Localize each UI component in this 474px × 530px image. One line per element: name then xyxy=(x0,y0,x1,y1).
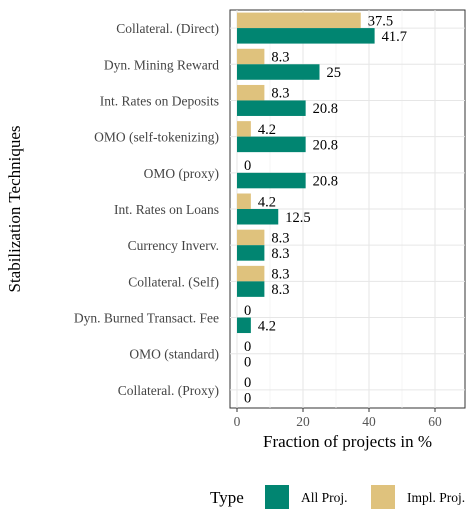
bar-value-label: 0 xyxy=(244,391,251,407)
legend: Type All Proj. Impl. Proj. xyxy=(210,485,465,509)
bar-impl-proj-omo-self-tokenizing xyxy=(237,121,251,137)
bar-value-label: 0 xyxy=(244,354,251,370)
x-tick-label: 20 xyxy=(296,414,310,429)
bar-all-proj-dyn-mining-reward xyxy=(237,64,320,80)
bar-value-label: 8.3 xyxy=(271,230,289,246)
bar-value-label: 4.2 xyxy=(258,194,276,210)
bar-value-label: 20.8 xyxy=(313,101,338,117)
bar-value-label: 20.8 xyxy=(313,174,338,190)
bar-value-label: 37.5 xyxy=(368,13,393,29)
category-label: Currency Inverv. xyxy=(128,238,219,253)
legend-label-impl-proj: Impl. Proj. xyxy=(407,490,465,505)
bar-all-proj-collateral-direct xyxy=(237,28,375,44)
bar-all-proj-int-rates-on-loans xyxy=(237,209,279,225)
bar-all-proj-collateral-self xyxy=(237,281,265,297)
bar-impl-proj-int-rates-on-deposits xyxy=(237,84,265,101)
x-axis-title: Fraction of projects in % xyxy=(263,432,432,451)
category-label: Collateral. (Self) xyxy=(128,274,219,289)
bar-value-labels: 37.541.7 8.3 25 8.3 20.8 4.2 20.8 0 20.8 4.2 12.5 8… xyxy=(244,13,407,406)
x-tick-label: 40 xyxy=(362,414,376,429)
y-axis-title: Stabilization Techniques xyxy=(5,125,24,292)
bar-all-proj-int-rates-on-deposits xyxy=(237,100,306,116)
category-label: Dyn. Burned Transact. Fee xyxy=(74,311,219,326)
x-axis-ticks: 0 20 40 60 xyxy=(234,408,442,429)
legend-swatch-all-proj xyxy=(265,485,289,509)
legend-title: Type xyxy=(210,488,244,507)
bar-value-label: 8.3 xyxy=(271,282,289,298)
bar-value-label: 4.2 xyxy=(258,122,276,138)
category-label: OMO (standard) xyxy=(129,347,219,362)
bar-value-label: 0 xyxy=(244,303,251,319)
bar-value-label: 8.3 xyxy=(271,246,289,262)
bar-value-label: 4.2 xyxy=(258,318,276,334)
bar-value-label: 25 xyxy=(327,65,342,81)
bar-value-label: 20.8 xyxy=(313,137,338,153)
category-label: Dyn. Mining Reward xyxy=(104,57,219,72)
bar-all-proj-currency-inverv xyxy=(237,245,265,261)
bar-value-label: 8.3 xyxy=(271,267,289,283)
bar-impl-proj-int-rates-on-loans xyxy=(237,193,251,209)
legend-swatch-impl-proj xyxy=(371,485,395,509)
category-label: Collateral. (Direct) xyxy=(116,21,219,36)
x-tick-label: 60 xyxy=(428,414,442,429)
bar-impl-proj-currency-inverv xyxy=(237,229,265,246)
bar-value-label: 0 xyxy=(244,339,251,355)
bar-value-label: 8.3 xyxy=(271,50,289,66)
bar-impl-proj-collateral-direct xyxy=(237,12,361,29)
category-label: Int. Rates on Deposits xyxy=(100,93,219,108)
bar-value-label: 0 xyxy=(244,158,251,174)
legend-label-all-proj: All Proj. xyxy=(301,490,348,505)
bar-value-label: 0 xyxy=(244,375,251,391)
bar-value-label: 41.7 xyxy=(382,29,407,45)
x-tick-label: 0 xyxy=(234,414,241,429)
bar-value-label: 12.5 xyxy=(285,210,310,226)
category-label: Collateral. (Proxy) xyxy=(118,383,219,398)
category-labels: Collateral. (Direct) Dyn. Mining Reward In… xyxy=(74,21,219,398)
bar-all-proj-omo-proxy xyxy=(237,172,306,189)
category-label: Int. Rates on Loans xyxy=(114,202,219,217)
bar-impl-proj-dyn-mining-reward xyxy=(237,48,265,65)
category-label: OMO (self-tokenizing) xyxy=(94,130,219,145)
bar-value-label: 8.3 xyxy=(271,86,289,102)
bars-group xyxy=(237,12,375,334)
bar-all-proj-omo-self-tokenizing xyxy=(237,136,306,153)
bar-impl-proj-collateral-self xyxy=(237,265,265,282)
category-label: OMO (proxy) xyxy=(144,166,219,181)
bar-all-proj-dyn-burned-transact-fee xyxy=(237,317,251,334)
